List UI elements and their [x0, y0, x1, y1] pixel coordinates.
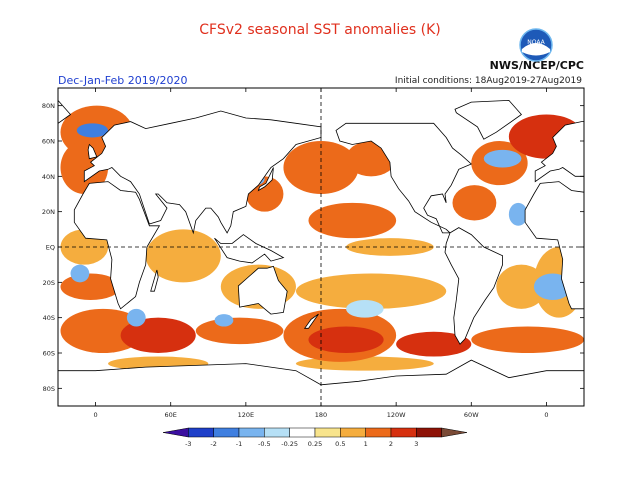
colorbar-label: 0.25	[308, 440, 322, 448]
warm-strong-region-2	[396, 331, 472, 357]
colorbar-label: -1	[236, 440, 242, 448]
land-madagascar	[150, 269, 159, 292]
warm-region-1	[60, 141, 109, 194]
warm-region-12	[452, 185, 497, 221]
colorbar-label: 1	[364, 440, 368, 448]
colorbar-label: -2	[210, 440, 216, 448]
lat-label: 60N	[42, 138, 55, 146]
cold-region-3	[70, 264, 90, 283]
cold-region-5	[214, 314, 234, 327]
warm-light-region-5	[496, 264, 547, 309]
initial-conditions-label: Initial conditions: 18Aug2019-27Aug2019	[394, 76, 582, 86]
map-title: CFSv2 seasonal SST anomalies (K)	[199, 22, 441, 38]
colorbar-swatch	[314, 427, 341, 438]
land-africa	[73, 181, 161, 310]
colorbar-label: -0.25	[281, 440, 298, 448]
lon-label: 180	[315, 411, 327, 419]
colorbar-label: 2	[389, 440, 393, 448]
lon-label: 60E	[165, 411, 177, 419]
lon-label: 0	[544, 411, 548, 419]
latitude-labels: 80N 60N 40N 20N EQ 20S 40S 60S 80S	[42, 102, 584, 393]
land-greenland	[58, 99, 72, 124]
agency-label: NWS/NCEP/CPC	[489, 59, 584, 72]
colorbar: -3 -2 -1 -0.5 -0.25 0.25 0.5 1 2 3	[162, 427, 468, 448]
lat-label: 80N	[42, 102, 55, 110]
land-europe-wrap	[534, 121, 584, 183]
season-label: Dec-Jan-Feb 2019/2020	[58, 74, 188, 87]
lon-label: 120W	[387, 411, 406, 419]
cold-region-7	[346, 300, 384, 318]
colorbar-swatch	[213, 427, 240, 438]
colorbar-label: -3	[185, 440, 191, 448]
lon-label: 60W	[464, 411, 479, 419]
colorbar-swatch	[441, 427, 468, 438]
colorbar-swatch	[238, 427, 265, 438]
land-indonesia	[214, 234, 285, 264]
land-uk	[87, 143, 98, 160]
land-south-america	[444, 227, 503, 345]
colorbar-label: 0.5	[335, 440, 345, 448]
colorbar-swatch	[390, 427, 417, 438]
lon-label: 0	[94, 411, 98, 419]
longitude-labels: 0 60E 120E 180 120W 60W 0	[94, 88, 548, 419]
colorbar-swatch	[340, 427, 366, 438]
colorbar-swatch	[188, 427, 214, 438]
land-north-america	[335, 122, 473, 234]
colorbar-swatch	[365, 427, 392, 438]
warm-region-9	[308, 202, 397, 239]
lat-label: 40N	[42, 173, 55, 181]
lat-label: 20N	[42, 208, 55, 216]
colorbar-swatch	[289, 427, 316, 438]
land-antarctica	[58, 359, 584, 406]
lat-label: EQ	[46, 244, 55, 252]
warm-strong-region-0	[120, 317, 196, 354]
lat-label: 60S	[43, 350, 55, 358]
warm-light-region-0	[145, 229, 221, 283]
warm-region-4	[195, 317, 284, 345]
cold-region-1	[483, 149, 522, 168]
lat-label: 80S	[43, 385, 55, 393]
colorbar-swatch	[264, 427, 290, 438]
cold-region-0	[76, 123, 109, 138]
warm-strong-region-1	[308, 326, 384, 353]
land-africa-wrap	[524, 181, 584, 310]
colorbar-swatch	[162, 427, 189, 438]
noaa-logo-text: NOAA	[527, 39, 545, 46]
lon-label: 120E	[238, 411, 255, 419]
cold-region-2	[508, 202, 528, 226]
lat-label: 40S	[43, 314, 55, 322]
cold-region-4	[126, 308, 146, 327]
warm-light-region-2	[295, 273, 447, 309]
colorbar-label: -0.5	[258, 440, 271, 448]
colorbar-swatch	[416, 427, 442, 438]
lat-label: 20S	[43, 279, 55, 287]
land-eurasia	[83, 110, 322, 235]
land-mask	[58, 99, 584, 406]
noaa-logo: NOAA	[519, 28, 553, 62]
map-grid	[58, 88, 584, 406]
colorbar-label: 3	[414, 440, 418, 448]
land-australia	[237, 265, 288, 315]
warm-region-6	[471, 326, 584, 353]
land-japan	[257, 167, 274, 192]
land-new-zealand	[303, 313, 319, 329]
land-greenland-wrap	[454, 99, 522, 140]
